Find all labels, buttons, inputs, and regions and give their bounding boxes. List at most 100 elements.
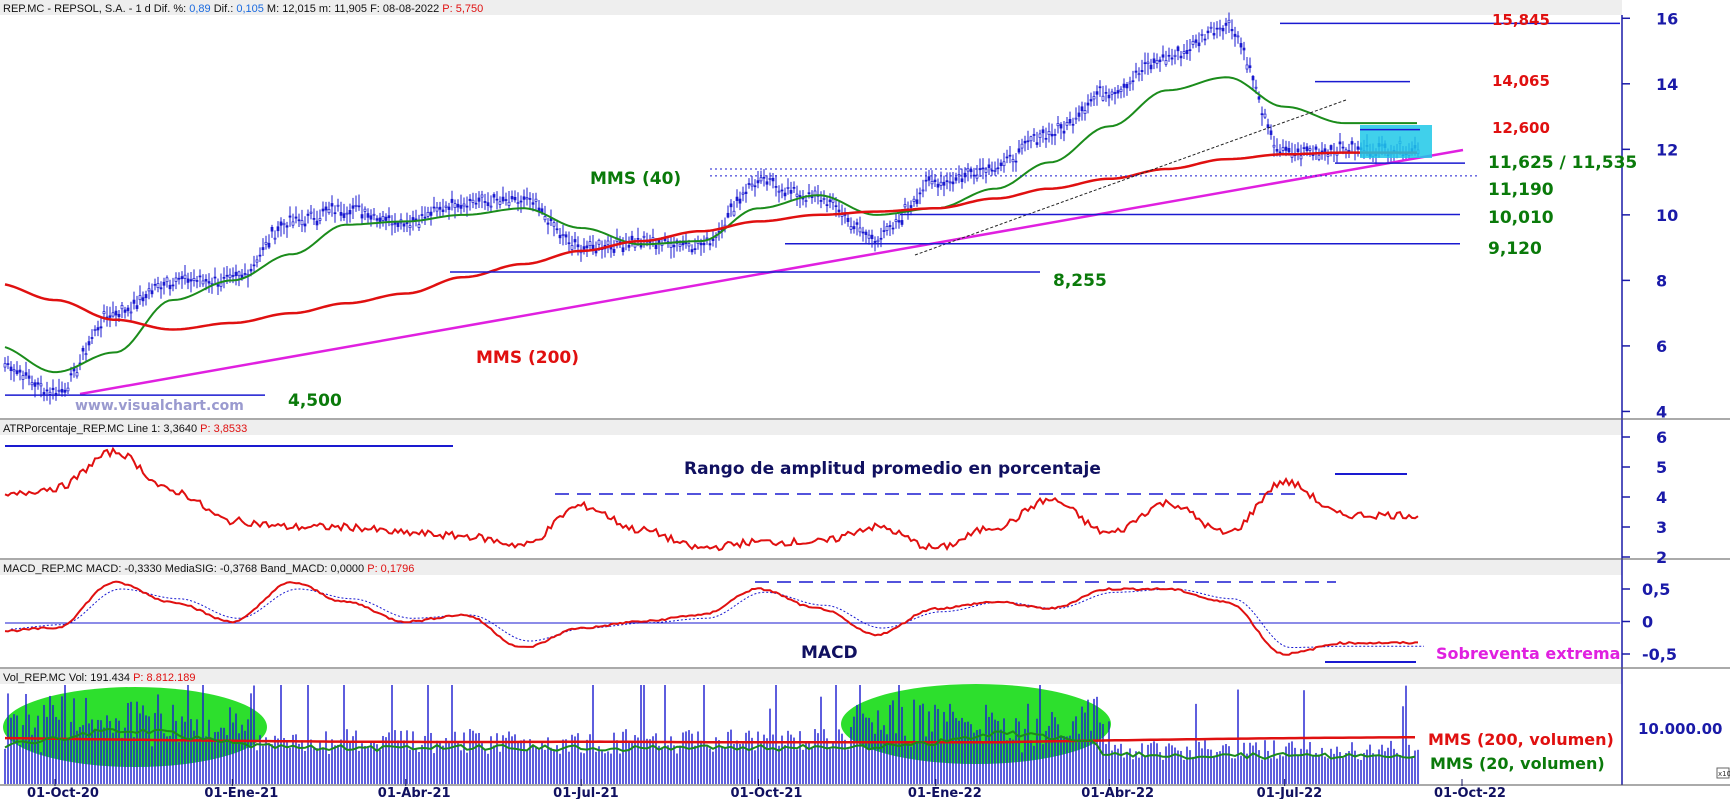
candle-body bbox=[375, 218, 379, 221]
candle bbox=[447, 202, 451, 220]
price-level-label: 15,845 bbox=[1492, 11, 1550, 29]
candle-body bbox=[459, 205, 463, 209]
candle-body bbox=[129, 311, 133, 314]
candle bbox=[1113, 87, 1117, 105]
candle-body bbox=[750, 183, 754, 187]
candle-body bbox=[174, 277, 178, 282]
candle bbox=[1191, 34, 1195, 49]
price-header-date: 08-08-2022 bbox=[380, 3, 439, 15]
candle-body bbox=[12, 369, 16, 372]
candle-body bbox=[48, 391, 52, 395]
candle bbox=[690, 244, 694, 255]
candle-body bbox=[426, 211, 430, 217]
candle-body bbox=[570, 245, 574, 250]
volume-ellipse-left bbox=[3, 687, 267, 767]
candle-body bbox=[777, 190, 781, 193]
atr-header-text: ATRPorcentaje_REP.MC Line 1: 3,3640 P: 3… bbox=[3, 423, 247, 435]
candle-body bbox=[228, 274, 232, 279]
volume-panel: MMS (200, volumen) MMS (20, volumen) 10.… bbox=[3, 684, 1730, 784]
candle-body bbox=[807, 192, 811, 195]
candle-body bbox=[894, 219, 898, 222]
candle-body bbox=[927, 176, 931, 181]
candle-body bbox=[84, 353, 88, 356]
candle bbox=[1131, 70, 1135, 91]
candle bbox=[519, 195, 523, 213]
candle-body bbox=[15, 370, 19, 375]
candle-body bbox=[159, 287, 163, 290]
candle-body bbox=[1119, 88, 1123, 92]
candle bbox=[1014, 153, 1018, 172]
candle bbox=[1212, 22, 1216, 40]
candle-body bbox=[870, 234, 874, 239]
price-level-label: 11,190 bbox=[1488, 180, 1554, 200]
candle bbox=[132, 291, 136, 310]
candle-body bbox=[1077, 112, 1081, 117]
candle bbox=[297, 213, 301, 227]
candle bbox=[357, 194, 361, 211]
candle bbox=[1176, 45, 1180, 61]
candle-body bbox=[630, 235, 634, 240]
macd-header-macd_label: MACD: bbox=[83, 563, 122, 575]
candle-body bbox=[369, 215, 373, 220]
volume-mms200-line bbox=[5, 736, 1415, 744]
candle-body bbox=[678, 243, 682, 247]
x-tick-label: 01-Abr-22 bbox=[1081, 786, 1154, 799]
candle bbox=[528, 192, 532, 210]
atr-header-line: 3,3640 bbox=[160, 423, 197, 435]
candle-body bbox=[354, 204, 358, 207]
candle bbox=[396, 221, 400, 232]
candle bbox=[363, 206, 367, 221]
candle-body bbox=[849, 226, 853, 230]
candle bbox=[222, 267, 226, 289]
candle bbox=[546, 218, 550, 235]
candle bbox=[1035, 131, 1039, 148]
candle-body bbox=[1236, 35, 1240, 38]
candle bbox=[309, 204, 313, 220]
candle-body bbox=[408, 225, 412, 228]
candle-body bbox=[990, 169, 994, 172]
candlestick-series bbox=[3, 12, 1420, 405]
candle-body bbox=[261, 247, 265, 251]
candle bbox=[6, 355, 10, 370]
volume-mms20-line bbox=[4, 727, 1416, 760]
candle bbox=[1329, 144, 1333, 157]
candle-body bbox=[780, 189, 784, 192]
candle-body bbox=[333, 212, 337, 215]
candle bbox=[345, 206, 349, 224]
candle-body bbox=[6, 363, 10, 365]
candle bbox=[465, 196, 469, 217]
candle-body bbox=[252, 264, 256, 267]
candle-body bbox=[1164, 60, 1168, 65]
candle bbox=[375, 215, 379, 228]
candle bbox=[324, 201, 328, 222]
candle-body bbox=[1149, 64, 1153, 70]
candle-body bbox=[846, 217, 850, 222]
candle-body bbox=[831, 198, 835, 203]
candle-body bbox=[1233, 33, 1237, 37]
vol-header-vol_label: Vol: bbox=[66, 672, 87, 684]
candle bbox=[1005, 149, 1009, 164]
candle-body bbox=[1011, 159, 1015, 163]
candle-body bbox=[318, 218, 322, 221]
macd-header-sig_label: MediaSIG: bbox=[162, 563, 217, 575]
candle-body bbox=[945, 180, 949, 182]
price-tick-label: 16 bbox=[1656, 9, 1678, 28]
candle-body bbox=[423, 216, 427, 219]
candle bbox=[759, 170, 763, 184]
candle bbox=[195, 276, 199, 289]
price-level-label: 11,625 / 11,535 bbox=[1488, 153, 1637, 173]
candle-body bbox=[1074, 117, 1078, 120]
candle bbox=[327, 201, 331, 215]
candle bbox=[36, 377, 40, 390]
candle-body bbox=[1206, 30, 1210, 34]
candle bbox=[846, 212, 850, 227]
candle-body bbox=[435, 207, 439, 212]
candle-body bbox=[669, 243, 673, 248]
candle bbox=[1023, 135, 1027, 152]
candle-body bbox=[294, 216, 298, 219]
candle-body bbox=[1161, 54, 1165, 58]
candle-body bbox=[621, 247, 625, 253]
candle bbox=[915, 188, 919, 207]
candle-body bbox=[564, 234, 568, 238]
candle-body bbox=[1026, 140, 1030, 143]
